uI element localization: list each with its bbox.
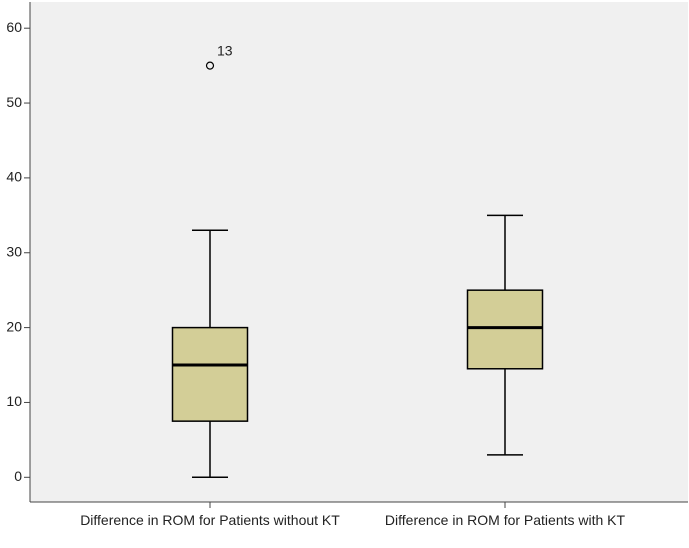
y-tick-label: 50 bbox=[6, 94, 22, 110]
outlier bbox=[205, 61, 215, 70]
box bbox=[466, 289, 544, 370]
y-tick-label: 30 bbox=[6, 243, 22, 259]
x-tick-label: Difference in ROM for Patients without K… bbox=[80, 512, 340, 528]
y-tick-label: 20 bbox=[6, 318, 22, 334]
outlier-label: 13 bbox=[217, 42, 233, 58]
plot-area bbox=[30, 2, 688, 502]
y-tick-label: 10 bbox=[6, 393, 22, 409]
x-tick-label: Difference in ROM for Patients with KT bbox=[384, 512, 626, 528]
y-tick-label: 0 bbox=[14, 468, 22, 484]
box bbox=[171, 326, 249, 422]
y-tick-label: 40 bbox=[6, 169, 22, 185]
y-tick-label: 60 bbox=[6, 19, 22, 35]
